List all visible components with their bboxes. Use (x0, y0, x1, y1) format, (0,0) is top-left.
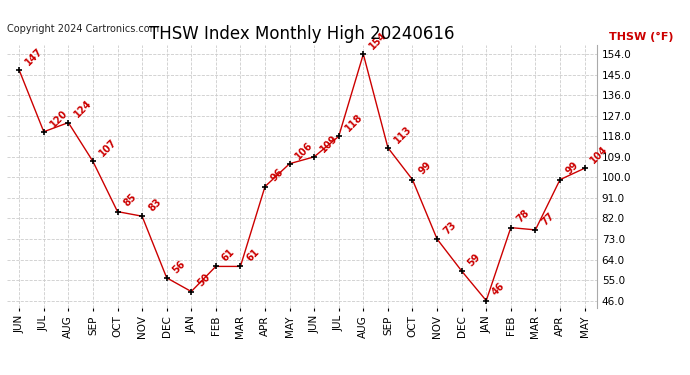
Text: 77: 77 (540, 210, 556, 227)
Text: 106: 106 (294, 140, 315, 161)
Text: 96: 96 (269, 167, 286, 184)
Text: 46: 46 (491, 281, 507, 298)
Text: 85: 85 (121, 192, 139, 209)
Text: 107: 107 (97, 137, 119, 159)
Text: 147: 147 (23, 46, 45, 68)
Text: 99: 99 (564, 160, 581, 177)
Text: 124: 124 (72, 99, 94, 120)
Text: 109: 109 (318, 133, 339, 154)
Text: 61: 61 (244, 247, 262, 264)
Text: 56: 56 (171, 258, 188, 275)
Text: 154: 154 (368, 30, 389, 51)
Text: 59: 59 (466, 252, 482, 268)
Text: 99: 99 (417, 160, 433, 177)
Text: 83: 83 (146, 197, 163, 213)
Text: 104: 104 (589, 144, 610, 165)
Text: 118: 118 (343, 112, 364, 134)
Title: THSW Index Monthly High 20240616: THSW Index Monthly High 20240616 (149, 26, 455, 44)
Text: 120: 120 (48, 108, 69, 129)
Text: 73: 73 (441, 220, 458, 236)
Text: Copyright 2024 Cartronics.com: Copyright 2024 Cartronics.com (7, 24, 159, 34)
Text: 78: 78 (515, 208, 532, 225)
Text: THSW (°F): THSW (°F) (609, 32, 673, 42)
Text: 50: 50 (195, 272, 212, 289)
Text: 113: 113 (392, 123, 413, 145)
Text: 61: 61 (220, 247, 237, 264)
